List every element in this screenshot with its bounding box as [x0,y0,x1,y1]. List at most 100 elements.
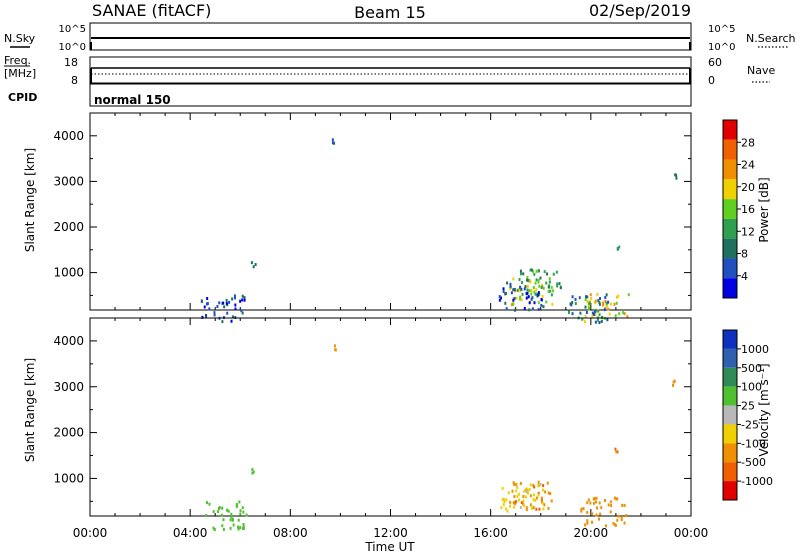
velocity-data-cell [222,527,225,531]
velocity-data-cell [599,512,602,516]
power-data-cell [586,295,589,299]
velocity-data-cell [507,491,510,495]
velocity-data-cell [501,497,504,501]
power-data-cell [513,287,516,291]
power-data-cell [200,300,203,304]
power-data-cell [233,296,236,300]
velocity-data-cell [623,521,626,525]
power-data-cell [331,141,334,145]
power-data-cell [239,299,242,303]
power-data-cell [571,312,574,316]
velocity-data-cell [519,481,522,485]
x-axis-labels: 00:00 04:00 08:00 12:00 16:00 20:00 00:00 [73,526,709,540]
nave-tick-bottom: 0 [708,74,715,87]
velocity-data-cell [239,509,242,513]
cpid-panel: CPID normal 150 [8,83,692,107]
power-data-cell [530,268,533,272]
power-data-cell [584,305,587,309]
velocity-data-cell [242,523,245,527]
nsky-panel: N.Sky 10^5 10^0 10^5 10^0 N.Search [4,22,796,53]
power-data-cell [568,311,571,315]
power-data-cell [555,270,558,274]
velocity-cbar-frame [722,329,738,501]
nsky-tick-bottom: 10^0 [59,42,86,53]
velocity-data-cell [231,518,234,522]
velocity-data-cell [525,490,528,494]
power-data-cell [541,284,544,288]
power-data-cell [537,280,540,284]
velocity-data-cell [615,450,618,454]
power-panel: 4000 3000 2000 1000 Slant Range [km] 28 24 20… [23,112,771,325]
power-data-cell [606,318,609,322]
power-cbar-tick-label: 12 [741,225,755,238]
power-data-cell [498,295,501,299]
velocity-y-ticks: 4000 3000 2000 1000 [53,334,691,502]
power-data-cell [675,176,678,180]
velocity-data-cell [212,510,215,514]
velocity-data-cell [537,480,540,484]
power-data-cell [523,306,526,310]
velocity-data-cell [620,516,623,520]
velocity-data-cell [609,500,612,504]
power-data-cell [598,321,601,325]
power-data-cell [586,299,589,303]
nsky-tick-top: 10^5 [59,24,86,35]
velocity-data-cell [531,506,534,510]
velocity-data-cell [242,527,245,531]
velocity-data-cell [533,485,536,489]
power-data-cell [542,286,545,290]
power-data-cell [556,284,559,288]
velocity-data-cell [613,523,616,527]
power-data-cell [558,282,561,286]
power-data-cell [518,278,521,282]
power-data-cell [604,317,607,321]
power-data-cell [585,310,588,314]
power-data-cell [623,312,626,316]
power-data-cell [537,269,540,273]
velocity-data-cell [542,484,545,488]
power-data-cell [234,303,237,307]
power-data-cell [234,307,237,311]
power-data-cell [206,302,209,306]
power-data-cell [537,291,540,295]
power-data-cell [608,312,611,316]
power-data-cell [524,285,527,289]
power-data-cell [533,290,536,294]
power-data-cell [542,305,545,309]
velocity-cbar-band [723,367,737,387]
power-data-cell [594,299,597,303]
power-data-cell [591,311,594,315]
power-data-cell [617,294,620,298]
power-data-cell [502,287,505,291]
power-cbar-tick-label: 8 [741,248,748,261]
velocity-data-cell [539,482,542,486]
velocity-data-cell [227,509,230,513]
power-data-cell [596,318,599,322]
velocity-data-cell [252,470,255,474]
velocity-data-cell [616,450,619,454]
power-data-cell [615,301,618,305]
power-data-cell [241,298,244,302]
velocity-data-cell [205,513,208,517]
velocity-ytick-label: 2000 [53,426,84,440]
power-data-cell [550,285,553,289]
velocity-data-cell [595,506,598,510]
velocity-data-cell [532,506,535,510]
power-data-cell [604,299,607,303]
velocity-data-cell [238,500,241,504]
velocity-data-cell [550,499,553,503]
velocity-data-cell [513,482,516,486]
power-data-cell [241,294,244,298]
velocity-data-cell [598,501,601,505]
power-data-cell [589,293,592,297]
power-data-cell [614,314,617,318]
velocity-data-cell [614,523,617,527]
x-tick-label: 00:00 [73,526,108,540]
velocity-data-cell [603,499,606,503]
power-data-cell [626,315,629,319]
power-data-cell [540,303,543,307]
power-ylabel: Slant Range [km] [23,148,37,252]
power-data-cell [536,293,539,297]
x-axis-title: Time UT [364,540,415,554]
power-data-cell [547,290,550,294]
